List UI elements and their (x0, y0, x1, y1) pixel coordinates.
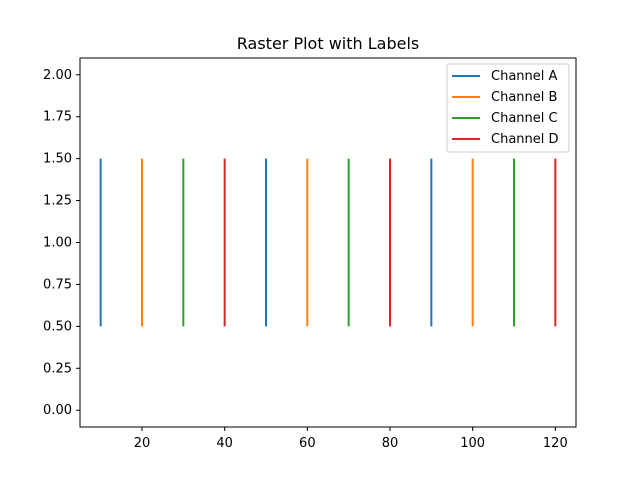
legend-label-channel-c: Channel C (491, 111, 558, 126)
x-tick-label: 100 (460, 436, 485, 451)
chart-title: Raster Plot with Labels (237, 34, 419, 53)
x-tick-label: 40 (216, 436, 233, 451)
y-axis: 0.00 0.25 0.50 0.75 1.00 1.25 1.50 1.75 2.00 (43, 68, 80, 418)
legend-frame (446, 63, 570, 153)
x-tick-label: 80 (382, 436, 399, 451)
legend-label-channel-d: Channel D (491, 132, 559, 147)
y-tick-label: 0.25 (43, 361, 72, 376)
y-tick-label: 0.50 (43, 319, 72, 334)
y-tick-label: 1.00 (43, 236, 72, 251)
legend-label-channel-a: Channel A (491, 69, 558, 84)
y-tick-label: 0.00 (43, 403, 72, 418)
x-tick-label: 120 (543, 436, 568, 451)
y-tick-label: 1.50 (43, 152, 72, 167)
y-tick-label: 0.75 (43, 277, 72, 292)
x-tick-label: 60 (299, 436, 316, 451)
y-tick-label: 1.75 (43, 110, 72, 125)
x-tick-label: 20 (134, 436, 151, 451)
y-tick-label: 2.00 (43, 68, 72, 83)
legend: Channel A Channel B Channel C Channel D (446, 63, 570, 153)
x-axis: 20 40 60 80 100 120 (134, 427, 568, 451)
y-tick-label: 1.25 (43, 194, 72, 209)
legend-label-channel-b: Channel B (491, 90, 557, 105)
